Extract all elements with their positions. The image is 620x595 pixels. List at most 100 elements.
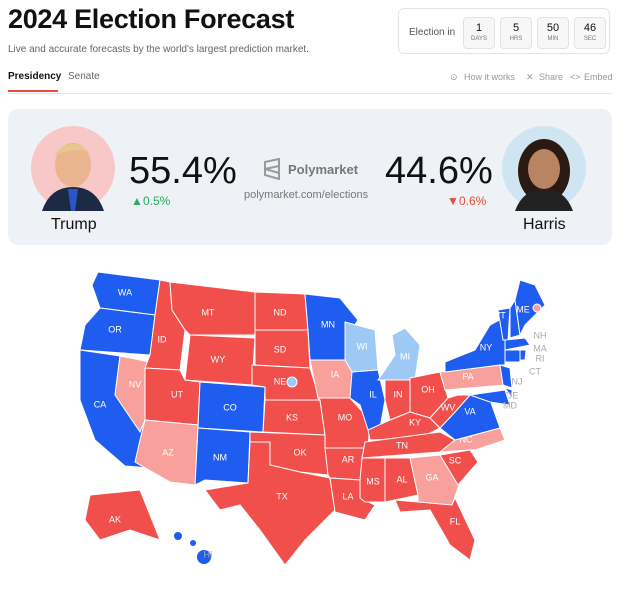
countdown-item: 5 HRS (500, 17, 532, 49)
state-label: LA (342, 491, 353, 501)
brand-name: Polymarket (288, 162, 359, 177)
change-arrow: ▲ (131, 194, 143, 208)
state-label: OR (108, 324, 122, 334)
state-shape (499, 364, 513, 389)
state-shape (79, 307, 156, 356)
countdown-unit: DAYS (471, 36, 487, 42)
state-label: IL (369, 389, 377, 399)
state-label: AZ (162, 447, 174, 457)
countdown-value: 50 (546, 22, 560, 34)
state-label: WV (441, 402, 456, 412)
state-shape (194, 427, 251, 486)
state-label: ID (158, 334, 168, 344)
countdown-item: 1 DAYS (463, 17, 495, 49)
countdown-item: 46 SEC (574, 17, 606, 49)
state-label: PA (462, 371, 473, 381)
link-icon: ⊙ (450, 72, 458, 82)
state-label: SC (449, 455, 462, 465)
subtitle: Live and accurate forecasts by the world… (8, 44, 309, 55)
state-label: NY (480, 342, 493, 352)
state-shape (504, 349, 521, 363)
link[interactable]: Share (539, 72, 564, 82)
state-label: MN (321, 319, 335, 329)
brand-url[interactable]: polymarket.com/elections (244, 189, 369, 201)
state-label: MO (338, 412, 353, 422)
state-label: ME (516, 304, 530, 314)
state-label: NE (274, 376, 287, 386)
state-label: AK (109, 514, 121, 524)
state-label: AR (342, 454, 355, 464)
state-label: TX (276, 491, 288, 501)
split-marker (286, 376, 298, 388)
state-label: ND (274, 307, 287, 317)
state-shape (503, 387, 513, 400)
countdown: Election in 1 DAYS 5 HRS 50 MIN 46 SEC (398, 8, 610, 54)
state-label: WY (211, 354, 226, 364)
state-shape (84, 489, 161, 541)
state-label: KS (286, 412, 298, 422)
state-label: KY (409, 417, 421, 427)
state-label: RI (536, 353, 545, 363)
state-label: UT (171, 389, 183, 399)
candidate-percent: 44.6% (385, 150, 493, 192)
candidate-name: Harris (523, 216, 566, 233)
state-label: DE (506, 390, 519, 400)
candidate-name: Trump (51, 216, 97, 233)
countdown-value: 46 (583, 22, 597, 34)
state-label: IA (331, 369, 340, 379)
state-label: HI (204, 549, 213, 559)
state-label: MS (366, 476, 380, 486)
harris-avatar (502, 126, 586, 211)
countdown-item: 50 MIN (537, 17, 569, 49)
state-shape (197, 550, 211, 564)
state-label: OK (293, 447, 306, 457)
state-shape (444, 317, 506, 373)
split-marker (532, 303, 542, 313)
state-label: MD (503, 400, 517, 410)
state-label: AL (396, 474, 407, 484)
state-label: SD (274, 344, 287, 354)
state-label: NJ (512, 376, 523, 386)
state-label: NC (460, 434, 473, 444)
candidate-change: 0.5% (143, 194, 171, 208)
state-label: MT (202, 307, 215, 317)
candidate-change: 0.6% (459, 194, 487, 208)
state-label: WI (357, 341, 368, 351)
state-shape (377, 327, 421, 381)
candidate-percent: 55.4% (129, 150, 237, 192)
state-shape (204, 441, 336, 566)
trump-avatar (31, 126, 115, 211)
state-label: GA (425, 472, 438, 482)
brand-logo (264, 158, 280, 180)
link-icon: ✕ (526, 72, 534, 82)
countdown-value: 5 (512, 22, 520, 34)
state-shape (504, 337, 531, 351)
state-shape (514, 279, 546, 337)
link[interactable]: Embed (584, 72, 613, 82)
countdown-unit: MIN (547, 36, 559, 42)
state-label: VA (464, 406, 475, 416)
state-shape (519, 349, 527, 361)
tab[interactable]: Presidency (8, 71, 62, 82)
state-label: CA (94, 399, 107, 409)
state-label: VT (494, 310, 506, 320)
change-arrow: ▼ (447, 194, 459, 208)
state-label: CT (529, 366, 541, 376)
page-title: 2024 Election Forecast (8, 4, 295, 34)
tab-indicator (8, 90, 58, 92)
state-shape (190, 540, 196, 546)
state-shape (394, 496, 476, 561)
state-shape (384, 457, 419, 503)
link[interactable]: How it works (464, 72, 516, 82)
state-label: NH (534, 330, 547, 340)
state-label: WA (118, 287, 132, 297)
state-label: FL (450, 516, 461, 526)
divider (8, 93, 612, 94)
countdown-label: Election in (409, 27, 456, 38)
state-label: CO (223, 402, 237, 412)
countdown-unit: HRS (509, 36, 523, 42)
state-label: IN (394, 389, 403, 399)
tab[interactable]: Senate (68, 71, 100, 82)
state-label: MI (400, 351, 410, 361)
